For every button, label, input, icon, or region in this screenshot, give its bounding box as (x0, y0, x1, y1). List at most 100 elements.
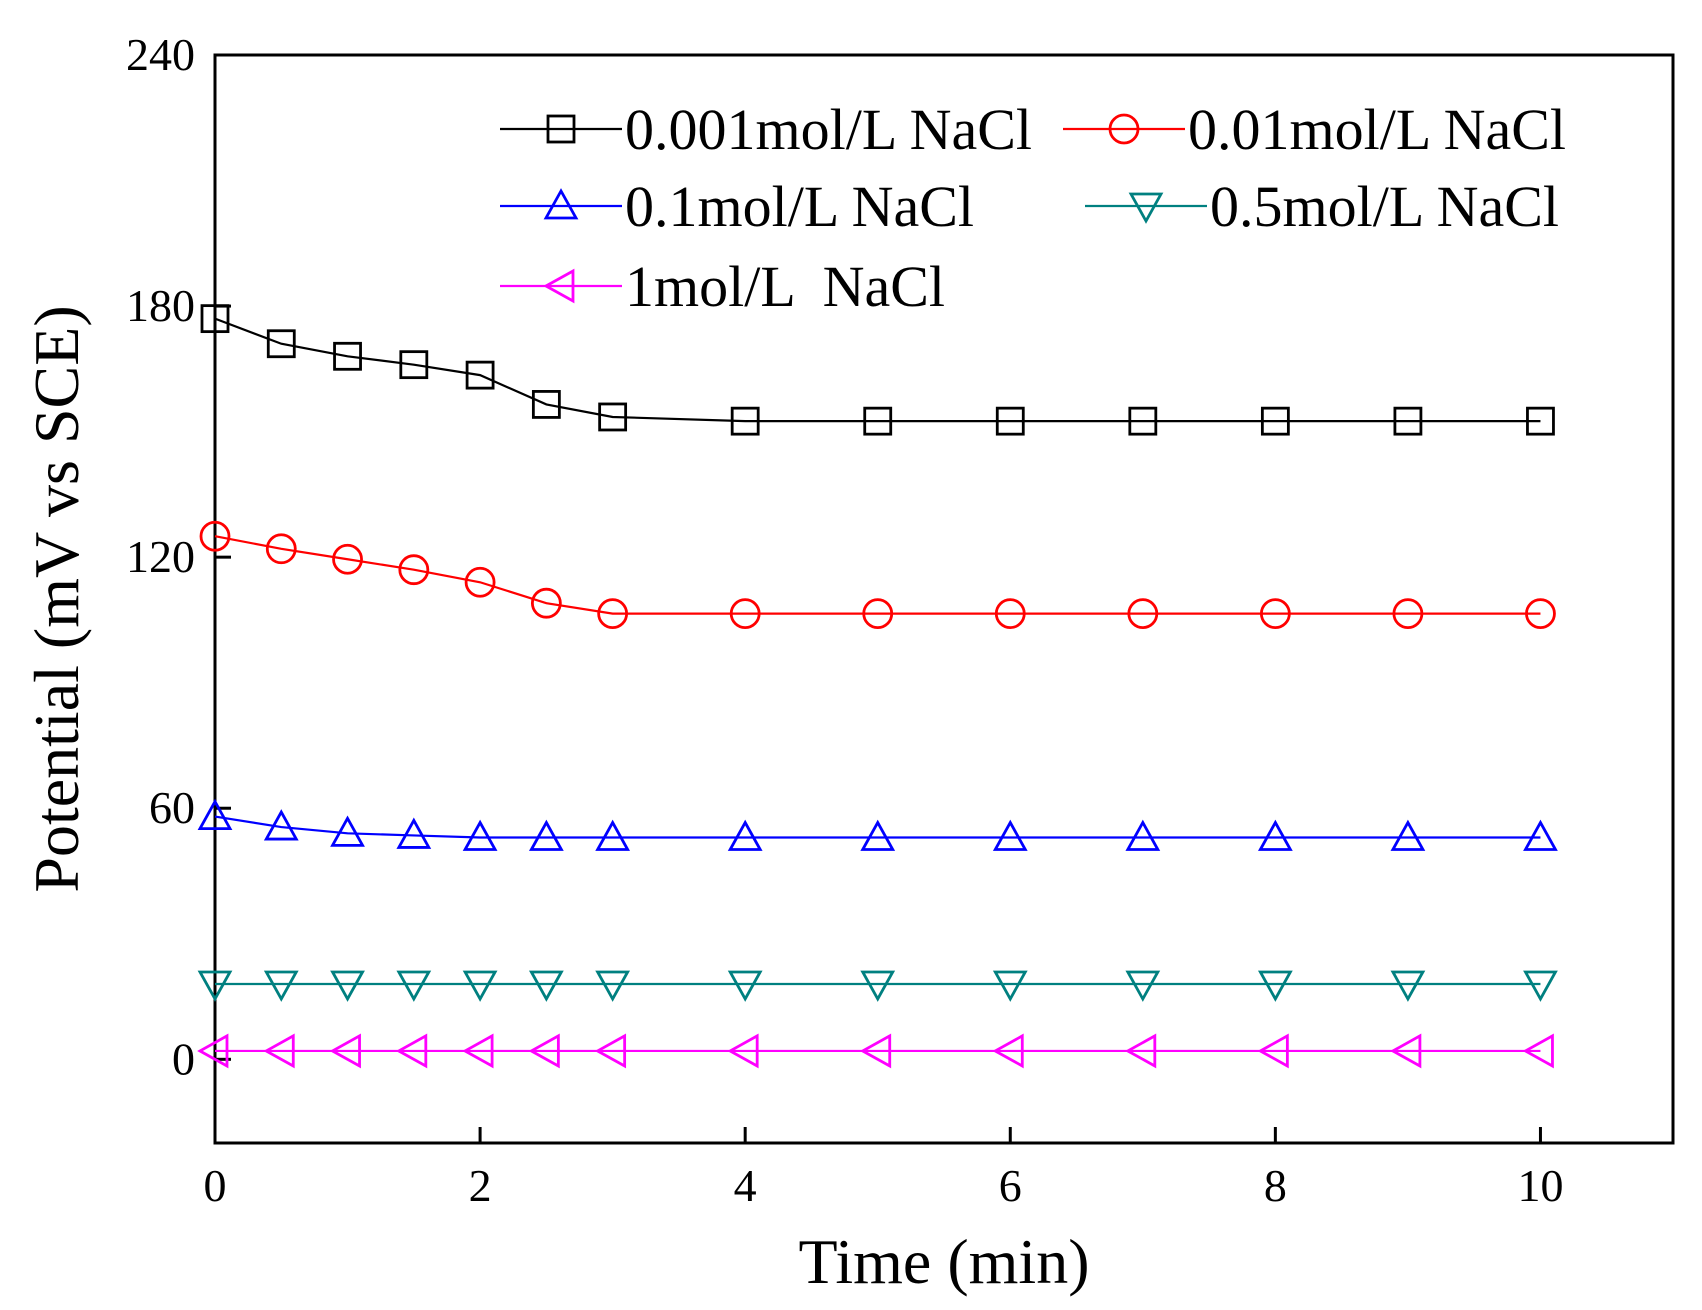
data-point (598, 402, 628, 432)
data-point (528, 1033, 560, 1069)
data-point (197, 798, 233, 830)
data-point (398, 554, 430, 586)
x-tick-label: 6 (999, 1160, 1022, 1211)
data-point (994, 598, 1026, 630)
data-point (197, 1033, 229, 1069)
data-point (462, 819, 498, 851)
series-layer (197, 304, 1558, 1069)
series-3 (197, 798, 1558, 851)
data-point (396, 817, 432, 849)
data-point (597, 598, 629, 630)
data-point (1128, 406, 1158, 436)
data-point (1392, 598, 1424, 630)
data-point (859, 1033, 892, 1069)
y-tick-label: 120 (126, 531, 195, 582)
data-point (1260, 406, 1290, 436)
legend-marker (546, 114, 576, 144)
data-point (531, 390, 561, 419)
data-point (595, 819, 631, 851)
series-line (214, 535, 1541, 615)
data-point (1125, 819, 1161, 851)
data-point (1525, 598, 1556, 630)
data-point (530, 587, 562, 619)
x-tick-label: 4 (734, 1160, 757, 1211)
y-tick-label: 240 (126, 29, 195, 80)
data-point (729, 598, 761, 630)
data-point (464, 566, 496, 598)
legend-item-2: 0.01mol/L NaCl (1063, 97, 1566, 162)
data-point (1390, 1033, 1422, 1069)
data-point (263, 970, 299, 1002)
data-point (263, 1033, 295, 1069)
data-point (1523, 819, 1558, 851)
legend: 0.001mol/L NaCl 0.01mol/L NaCl 0.1mol/L Na… (500, 97, 1566, 319)
data-point (860, 970, 896, 1002)
data-point (199, 520, 231, 552)
legend-label: 0.001mol/L NaCl (625, 97, 1032, 162)
legend-item-5: 1mol/L NaCl (500, 254, 945, 319)
data-point (992, 1033, 1024, 1069)
y-tick-label: 180 (126, 280, 195, 331)
data-point (1523, 970, 1558, 1002)
data-point (266, 329, 296, 359)
data-point (528, 819, 564, 851)
axis-ticks: 0 2 4 6 8 10 0 60 120 180 240 (126, 29, 1563, 1211)
series-line (214, 317, 1541, 423)
data-point (528, 970, 564, 1002)
data-point (197, 970, 233, 1002)
legend-label: 0.5mol/L NaCl (1210, 174, 1559, 239)
data-point (1257, 819, 1293, 851)
data-point (462, 1033, 494, 1069)
data-point (333, 341, 362, 371)
data-point (862, 598, 894, 630)
data-point (332, 543, 363, 575)
series-line (214, 815, 1541, 839)
data-point (730, 406, 760, 436)
data-point (863, 406, 893, 436)
data-point (1127, 598, 1159, 630)
data-point (329, 1033, 361, 1069)
series-5 (197, 1033, 1554, 1069)
data-point (1526, 406, 1555, 436)
data-point (263, 809, 299, 841)
x-tick-label: 0 (204, 1160, 227, 1211)
data-point (727, 819, 763, 851)
y-tick-label: 60 (149, 782, 195, 833)
data-point (396, 970, 432, 1002)
series-1 (200, 304, 1555, 436)
y-axis-title: Potential (mV vs SCE) (21, 305, 92, 892)
data-point (465, 360, 495, 390)
data-point (1393, 406, 1423, 436)
data-point (330, 815, 365, 847)
data-point (992, 970, 1028, 1002)
data-point (595, 970, 631, 1002)
data-point (1257, 970, 1293, 1002)
legend-marker (543, 268, 575, 304)
data-point (1522, 1033, 1554, 1069)
x-axis-title: Time (min) (799, 1226, 1090, 1297)
legend-label: 1mol/L NaCl (625, 254, 945, 319)
data-point (462, 970, 498, 1002)
legend-marker (1128, 192, 1164, 224)
legend-marker (543, 188, 579, 220)
series-2 (199, 520, 1556, 630)
data-point (1390, 819, 1426, 851)
legend-label: 0.1mol/L NaCl (625, 174, 974, 239)
data-point (1390, 970, 1426, 1002)
data-point (995, 406, 1025, 436)
x-tick-label: 2 (469, 1160, 492, 1211)
data-point (265, 533, 297, 565)
data-point (200, 304, 230, 334)
x-tick-label: 8 (1264, 1160, 1287, 1211)
data-point (399, 350, 429, 380)
data-point (992, 819, 1028, 851)
legend-item-4: 0.5mol/L NaCl (1085, 174, 1559, 239)
legend-item-3: 0.1mol/L NaCl (500, 174, 974, 239)
data-point (330, 970, 365, 1002)
data-point (1259, 598, 1291, 630)
data-point (1124, 1033, 1157, 1069)
legend-marker (1108, 113, 1140, 145)
data-point (727, 1033, 759, 1069)
legend-label: 0.01mol/L NaCl (1188, 97, 1566, 162)
